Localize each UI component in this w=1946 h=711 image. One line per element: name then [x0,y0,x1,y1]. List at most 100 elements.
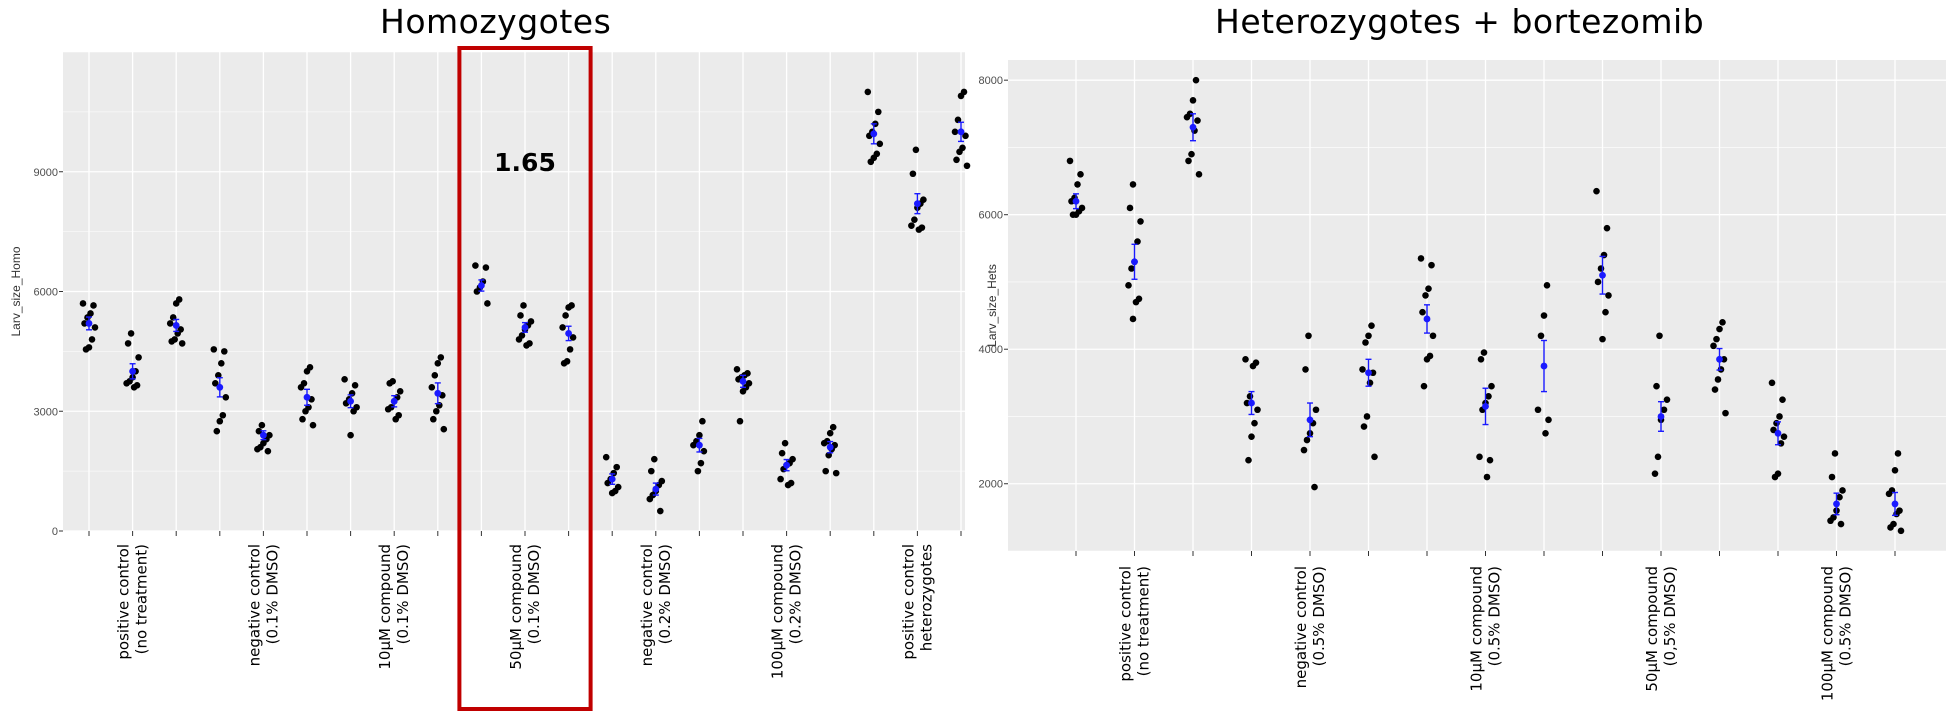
mean-point [303,393,311,401]
data-point [1534,406,1542,414]
data-point [651,455,658,463]
group-label-line: 100μM compound [769,544,787,679]
data-point [690,441,697,449]
group-label-line: positive control [899,544,917,660]
data-point [178,340,186,347]
data-point [1251,419,1258,427]
data-point [1246,393,1254,400]
data-point [1599,335,1606,343]
data-point [911,216,918,223]
data-point [515,336,523,343]
mean-point [129,367,137,375]
data-point [255,427,263,435]
data-point [1714,376,1722,383]
data-point [1195,171,1203,178]
group-label: 100μM compound(0.2% DMSO) [769,544,805,679]
y-tick-label: 9000 [34,167,58,179]
mean-point [957,128,965,136]
mean-point [85,320,93,327]
data-point [696,431,703,439]
group-label-line: (no treatment) [133,544,151,654]
data-point [908,222,915,229]
data-point [1597,265,1605,272]
data-point [1425,285,1432,292]
data-point [82,346,90,353]
data-point [1719,319,1726,326]
data-point [1129,315,1137,323]
data-point [297,384,305,391]
group-label-line: (0.2% DMSO) [656,544,674,644]
group-label-line: negative control [1292,566,1310,688]
data-point [1365,332,1372,340]
data-point [915,226,923,233]
data-point [1362,339,1369,346]
mean-point [783,461,790,469]
y-tick-label: 6000 [979,210,1003,222]
data-point [1189,97,1197,104]
data-point [1656,332,1663,340]
data-point [1486,456,1494,464]
data-point [484,300,491,307]
data-point [1545,416,1552,424]
mean-point [608,475,616,483]
mean-point [478,282,485,289]
group-label-line: positive control [1117,566,1135,682]
data-point [1891,466,1899,474]
data-point [820,439,828,447]
data-point [648,467,655,475]
data-point [1483,473,1491,481]
data-point [559,324,566,331]
data-point [1488,382,1495,390]
mean-point [347,397,354,405]
data-point [1192,76,1200,84]
mean-point [1774,429,1782,437]
mean-point [216,383,224,391]
data-point [166,320,174,327]
y-tick-label: 8000 [979,75,1003,87]
data-point [1185,157,1192,165]
group-label-line: (0.2% DMSO) [787,544,805,644]
data-point [88,336,96,343]
data-point [1771,473,1779,481]
group-label-line: 10μM compound [376,544,394,670]
y-tick-label: 0 [52,526,58,538]
data-point [1885,490,1893,498]
data-point [222,393,230,401]
group-label: negative control(0.5% DMSO) [1292,566,1328,688]
mean-point [739,377,747,385]
data-point [472,262,479,269]
mean-point [1306,416,1314,424]
chart-panel-1: 2000 4000 6000 8000 Larv_size_Hets positive c… [979,60,1946,701]
data-point [90,302,97,309]
data-point [473,288,481,295]
data-point [1710,342,1717,350]
y-tick-label: 6000 [34,287,58,299]
data-point [1303,436,1311,444]
data-point [1653,382,1660,390]
y-axis-label: Larv_size_Homo [9,246,23,336]
data-point [1134,238,1141,245]
data-point [733,366,741,373]
data-point [1711,386,1719,393]
mean-point [1540,362,1548,370]
data-point [1542,429,1549,437]
data-point [1074,181,1081,188]
data-point [825,451,832,459]
data-point [348,389,356,397]
chart-title-heterozygotes: Heterozygotes + bortezomib [1215,2,1705,41]
data-point [566,346,574,353]
mean-point [1365,369,1372,377]
group-label: negative control(0.2% DMSO) [638,544,674,666]
data-point [1249,362,1257,370]
data-point [1897,527,1905,535]
data-point [1242,356,1249,363]
data-point [1779,396,1786,403]
data-point [1417,255,1425,262]
mean-point [565,330,572,337]
group-label-line: (0,5% DMSO) [1661,566,1679,666]
data-point [1722,409,1729,417]
data-point [784,481,792,489]
data-point [610,469,617,477]
mean-point [914,200,921,208]
